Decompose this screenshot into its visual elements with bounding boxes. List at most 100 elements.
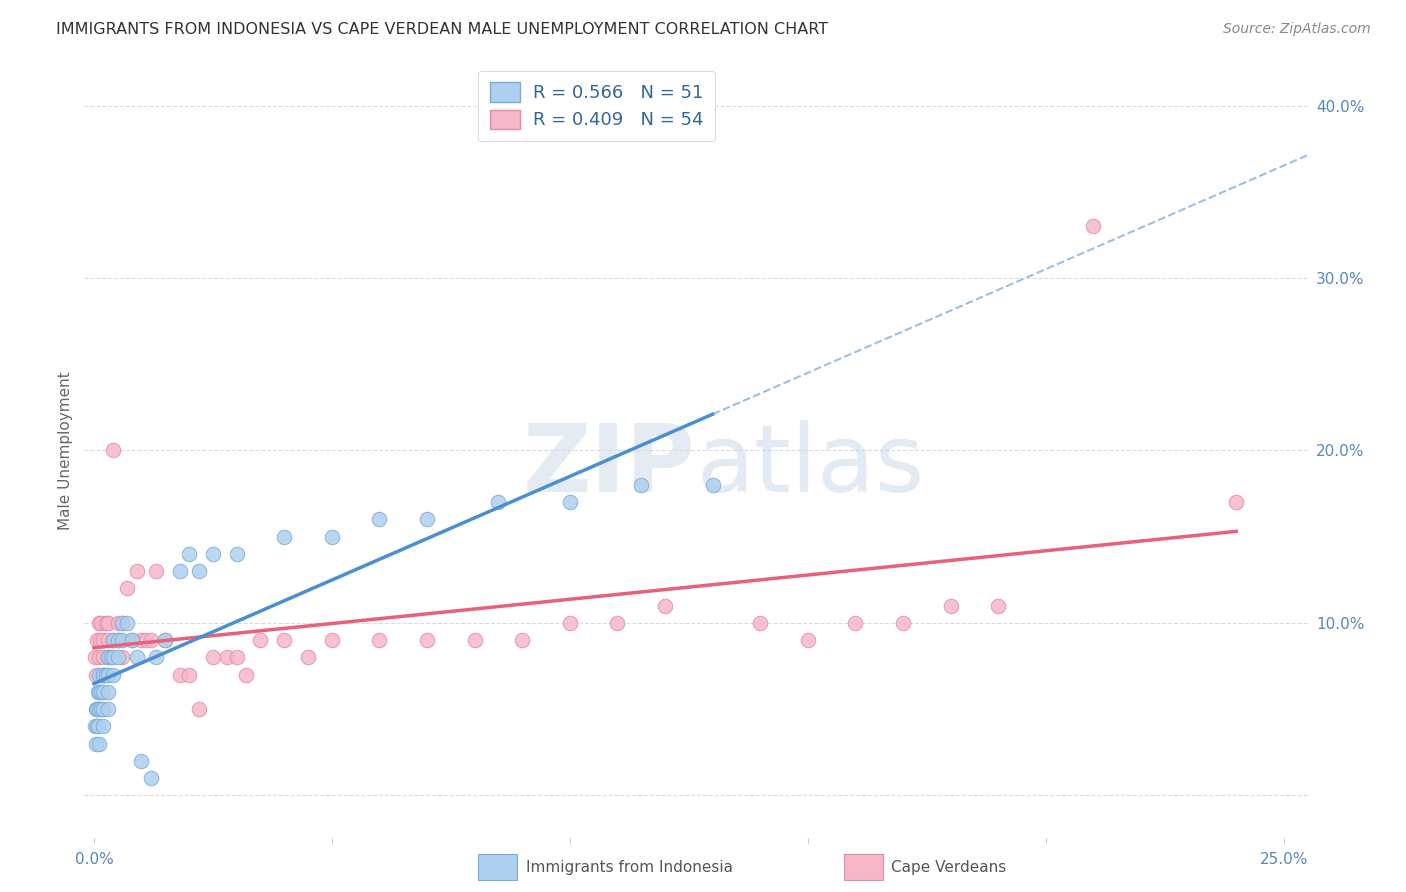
Text: Source: ZipAtlas.com: Source: ZipAtlas.com [1223,22,1371,37]
Point [93,667,115,681]
Point [187,564,209,578]
Point [321,530,343,544]
Point [97,650,120,665]
Point [510,633,533,648]
Point [107,650,129,665]
Point [111,633,134,648]
Point [1225,495,1247,509]
Point [87,737,110,751]
Text: ZIP: ZIP [523,420,696,512]
Point [201,650,224,665]
Point [368,512,391,526]
Text: Cape Verdeans: Cape Verdeans [891,860,1007,874]
Legend: R = 0.566   N = 51, R = 0.409   N = 54: R = 0.566 N = 51, R = 0.409 N = 54 [478,70,716,141]
Point [155,633,177,648]
Point [111,650,134,665]
Point [101,443,124,458]
Point [86,633,108,648]
Point [107,615,129,630]
Point [630,478,652,492]
Point [1083,219,1105,234]
Point [100,650,122,665]
Point [125,564,148,578]
Point [97,667,120,681]
Point [93,633,115,648]
Point [97,685,120,699]
Point [139,633,162,648]
Point [86,719,108,733]
Point [90,702,112,716]
Point [225,547,247,561]
Point [93,667,115,681]
Point [121,633,143,648]
Point [558,495,581,509]
Point [87,719,110,733]
Point [797,633,820,648]
Point [93,667,115,681]
Point [84,667,107,681]
Point [217,650,239,665]
Point [86,702,108,716]
Point [87,685,110,699]
Point [101,633,124,648]
Point [94,667,117,681]
Point [939,599,962,613]
Point [90,685,112,699]
Point [115,582,138,596]
Point [107,633,129,648]
Point [321,633,343,648]
Point [177,667,200,681]
Point [169,564,191,578]
Point [273,530,295,544]
Point [86,685,108,699]
Point [84,737,107,751]
Point [416,633,439,648]
Point [177,547,200,561]
Point [90,615,112,630]
Point [101,633,124,648]
Point [201,547,224,561]
Point [93,719,115,733]
Point [97,633,120,648]
Point [97,650,120,665]
Point [87,650,110,665]
Point [87,702,110,716]
Point [93,650,115,665]
Point [93,685,115,699]
Point [84,702,107,716]
Point [488,495,510,509]
Point [249,633,271,648]
Point [87,667,110,681]
Point [558,615,581,630]
Point [115,615,138,630]
Point [891,615,914,630]
Point [464,633,486,648]
Point [84,719,107,733]
Point [97,615,120,630]
Point [187,702,209,716]
Point [702,478,724,492]
Point [606,615,628,630]
Point [273,633,295,648]
Point [111,615,134,630]
Point [139,771,162,785]
Point [987,599,1010,613]
Point [84,650,107,665]
Point [97,702,120,716]
Point [101,667,124,681]
Point [94,615,117,630]
Point [145,650,167,665]
Point [297,650,319,665]
Point [654,599,676,613]
Point [107,633,129,648]
Text: IMMIGRANTS FROM INDONESIA VS CAPE VERDEAN MALE UNEMPLOYMENT CORRELATION CHART: IMMIGRANTS FROM INDONESIA VS CAPE VERDEA… [56,22,828,37]
Point [131,633,153,648]
Point [89,633,111,648]
Point [101,650,124,665]
Point [131,754,153,768]
Point [155,633,177,648]
Point [111,615,134,630]
Point [416,512,439,526]
Point [235,667,257,681]
Text: Immigrants from Indonesia: Immigrants from Indonesia [526,860,733,874]
